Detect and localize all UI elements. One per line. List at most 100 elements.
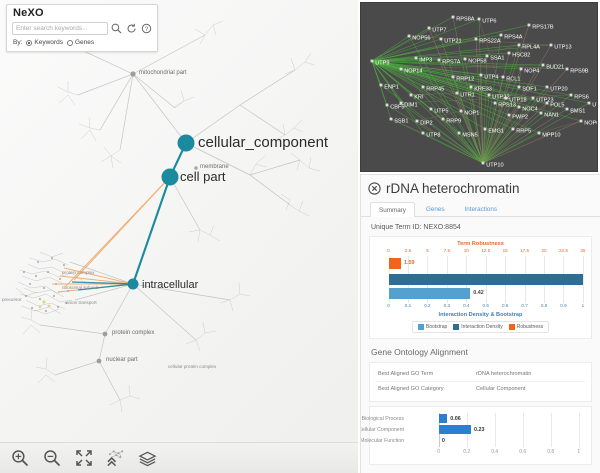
radio-keywords[interactable]: Keywords: [26, 39, 63, 46]
gene-label: ENP1: [384, 84, 399, 90]
search-panel[interactable]: NeXO ? By: Keywords: [6, 4, 158, 52]
unique-term-id: Unique Term ID: NEXO:8854: [371, 224, 461, 231]
section-gene-ontology-alignment: Gene Ontology Alignment: [371, 347, 468, 357]
collapse-network-icon[interactable]: [106, 449, 125, 468]
gene-node: [451, 15, 455, 19]
gene-node: [457, 131, 461, 135]
bar-biological-process: [438, 414, 448, 423]
svg-text:?: ?: [145, 27, 149, 33]
refresh-icon[interactable]: [125, 22, 138, 35]
gene-label: BUD21: [546, 64, 564, 70]
gene-node: [485, 54, 489, 58]
gene-node: [439, 37, 443, 41]
gene-label: NOP56: [412, 35, 430, 41]
gridline: [578, 413, 580, 447]
bar-cellular-component: [438, 425, 471, 434]
gene-node: [519, 67, 523, 71]
term-info-panel[interactable]: rDNA heterochromatin Summary Genes Inter…: [360, 174, 600, 473]
help-icon[interactable]: ?: [140, 22, 153, 35]
axis-tick: 0.1: [404, 303, 412, 308]
gene-label: RRP5: [516, 128, 531, 134]
gene-label: UTR1: [460, 92, 475, 98]
gene-node: [421, 131, 425, 135]
legend-label: Interaction Density: [461, 324, 503, 330]
axis-tick: 0.7: [521, 303, 528, 308]
gene-node: [437, 58, 441, 62]
tab-interactions[interactable]: Interactions: [464, 206, 498, 213]
label-cell-part: cell part: [180, 169, 226, 184]
tab-summary[interactable]: Summary: [370, 202, 415, 217]
gene-label: RRP45: [426, 86, 444, 92]
network-graph[interactable]: UTP7 RPS8A UTP6 RPS17B NOP56 UTP21 RPS22ARPS4A…: [361, 3, 598, 172]
ontology-tree-canvas[interactable]: cellular_component cell part intracellul…: [0, 0, 358, 473]
bar-value: 0.23: [474, 427, 485, 433]
go-category-value: Cellular Component: [476, 386, 526, 392]
axis-tick: 0.5: [482, 303, 489, 308]
axis-tick: 0.2: [463, 449, 471, 455]
go-alignment-table: Best Aligned GO Term rDNA heterochromati…: [369, 362, 592, 402]
gene-label: NOP6: [584, 120, 598, 126]
gene-node: [389, 117, 393, 121]
tab-bar[interactable]: Summary Genes Interactions: [361, 201, 600, 217]
axis-tick: 0.9: [560, 303, 567, 308]
gene-label: RPS8A: [456, 16, 475, 22]
gene-label: EMG1: [488, 128, 504, 134]
gene-node: [370, 59, 374, 63]
gene-label: RPS13: [498, 102, 516, 108]
node-cellular-component: [177, 134, 195, 152]
gene-node: [451, 75, 455, 79]
axis-tick: 0.8: [540, 303, 548, 308]
section-biological-process: Biological Process: [361, 465, 600, 473]
gridline: [522, 413, 524, 447]
close-circle-icon[interactable]: [368, 182, 381, 195]
gene-label: RPS4A: [504, 34, 523, 40]
axis-tick: 0: [437, 449, 441, 455]
bar-robustness: [388, 258, 401, 269]
top-axis-ticks: 0 2.5 5 7.5 10 12.5 15 17.5 20 22.5 25: [376, 248, 585, 256]
gene-label: UTP9: [375, 60, 389, 66]
gene-node: [507, 113, 511, 117]
tab-genes[interactable]: Genes: [425, 206, 445, 213]
gene-label: DIP2: [420, 120, 432, 126]
gene-label: POL5: [550, 102, 564, 108]
search-row[interactable]: ?: [12, 21, 158, 35]
gene-label: NOC4: [522, 106, 538, 112]
gene-node: [507, 51, 511, 55]
gene-label: RPS22A: [479, 38, 501, 44]
gene-label: RPL4A: [522, 44, 540, 50]
axis-tick: 0: [387, 248, 390, 253]
gene-node: [587, 101, 591, 105]
zoom-out-icon[interactable]: [42, 449, 61, 468]
tree-graph[interactable]: [0, 0, 358, 473]
axis-tick: 0.6: [519, 449, 527, 455]
gene-label: MPP10: [542, 132, 560, 138]
canvas-toolbar[interactable]: [0, 442, 358, 473]
legend-label: Bootstrap: [425, 324, 448, 330]
table-row: Best Aligned GO Term rDNA heterochromati…: [376, 367, 585, 382]
node-intracellular: [127, 278, 139, 290]
search-by-row[interactable]: By: Keywords Genes: [13, 39, 94, 46]
gene-label: SSB1: [394, 118, 408, 124]
gene-node: [569, 93, 573, 97]
category-label: Molecular Function: [360, 438, 404, 444]
gene-node: [477, 17, 481, 21]
gene-label: RCL1: [506, 76, 520, 82]
zoom-in-icon[interactable]: [10, 449, 29, 468]
gene-node: [455, 91, 459, 95]
search-input[interactable]: [12, 21, 108, 35]
gene-interaction-network[interactable]: UTP7 RPS8A UTP6 RPS17B NOP56 UTP21 RPS22A RPS4A…: [360, 2, 598, 172]
label-cellular-component: cellular_component: [198, 134, 329, 151]
by-label: By:: [13, 39, 23, 46]
radio-genes[interactable]: Genes: [66, 39, 94, 46]
gene-node: [415, 119, 419, 123]
fit-screen-icon[interactable]: [74, 449, 93, 468]
gene-label: RPS9B: [570, 68, 589, 74]
search-icon[interactable]: [110, 22, 123, 35]
robustness-plot: 1.59 0.42: [376, 256, 585, 303]
gene-label: NOP4: [524, 68, 539, 74]
layers-icon[interactable]: [138, 449, 157, 468]
gene-label: NOP14: [404, 68, 422, 74]
axis-tick: 15: [502, 248, 508, 253]
gene-label: RPS6: [574, 94, 589, 100]
gene-node: [545, 101, 549, 105]
